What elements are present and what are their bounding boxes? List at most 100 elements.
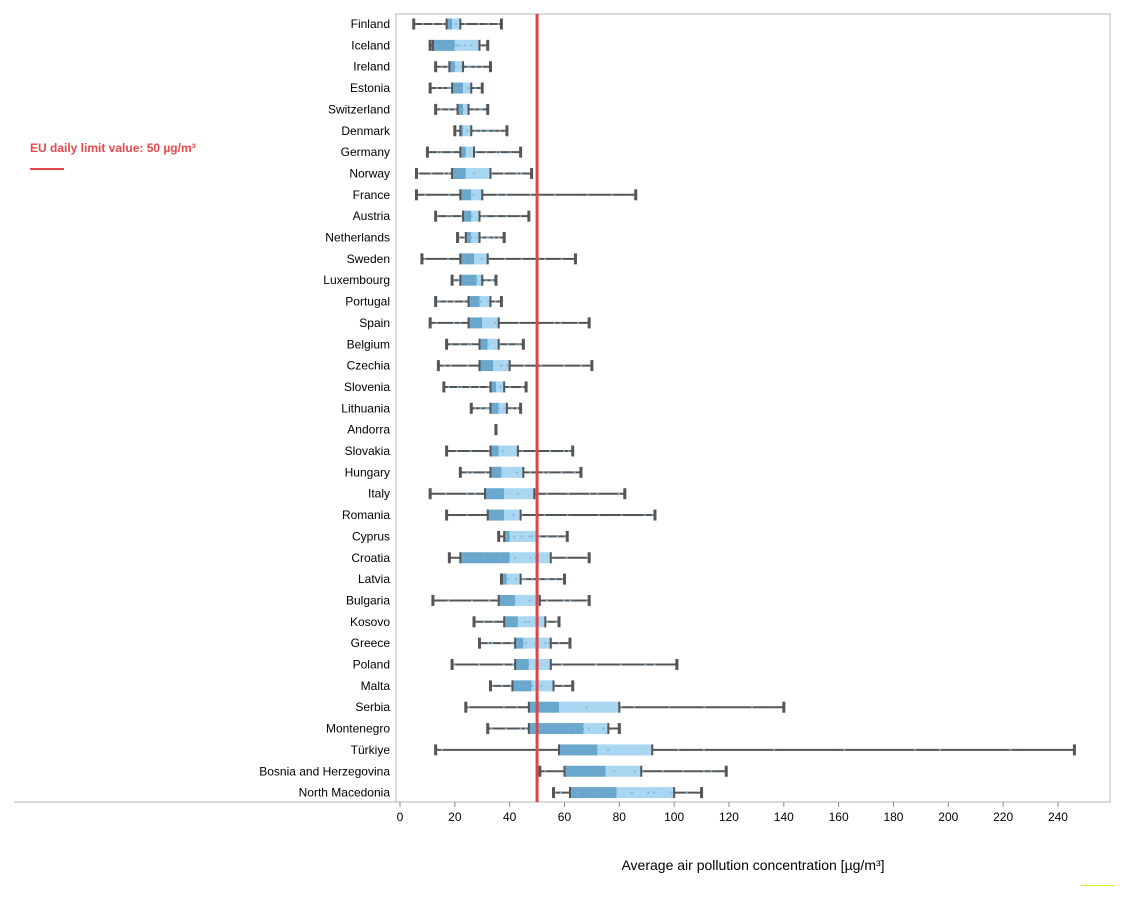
data-point — [543, 257, 546, 260]
data-point — [450, 215, 453, 218]
data-point — [553, 727, 556, 730]
data-point — [644, 663, 647, 666]
box-portugal — [434, 296, 503, 308]
min-cap — [412, 18, 416, 30]
data-point — [464, 22, 467, 26]
data-point — [487, 22, 490, 26]
max-cap — [494, 424, 498, 436]
data-point — [462, 556, 465, 559]
q1-marker — [527, 701, 530, 713]
box-serbia — [464, 701, 786, 713]
box-upper-half — [506, 573, 521, 585]
min-cap — [414, 189, 418, 201]
data-point — [506, 364, 509, 367]
data-point — [506, 343, 510, 346]
data-point — [479, 300, 483, 303]
data-point — [493, 129, 496, 132]
data-point — [440, 748, 444, 752]
data-point — [563, 364, 566, 367]
min-cap — [425, 146, 429, 158]
box-sweden — [420, 253, 577, 265]
min-cap — [488, 680, 492, 692]
data-point — [515, 706, 518, 709]
q3-marker — [538, 594, 541, 606]
data-point — [485, 279, 488, 282]
data-point — [466, 129, 469, 132]
data-point — [563, 599, 566, 602]
data-point — [499, 129, 502, 132]
data-point — [479, 129, 482, 132]
data-point — [559, 791, 563, 794]
box-norway — [414, 167, 534, 179]
data-point — [470, 44, 473, 47]
country-label: Italy — [368, 487, 390, 501]
max-cap — [502, 232, 506, 243]
country-label: Luxembourg — [323, 273, 390, 287]
country-label: Greece — [351, 636, 391, 650]
max-cap — [571, 445, 575, 457]
data-point — [588, 492, 591, 495]
country-label: Belgium — [347, 337, 390, 351]
q3-marker — [481, 189, 484, 201]
country-label: Netherlands — [325, 231, 390, 245]
box-lower-half — [501, 573, 507, 585]
data-point — [494, 321, 497, 324]
data-point — [653, 791, 656, 794]
data-point — [491, 684, 495, 687]
data-point — [510, 642, 514, 645]
x-tick-label: 20 — [448, 810, 462, 824]
data-point — [555, 620, 558, 623]
max-cap — [579, 466, 583, 478]
data-point — [449, 44, 452, 47]
box-lower-half — [479, 360, 494, 372]
data-point — [548, 449, 552, 453]
data-point — [460, 86, 464, 90]
data-point — [554, 578, 557, 581]
box-upper-half — [501, 466, 524, 478]
box-north-macedonia — [552, 787, 704, 799]
data-point — [519, 215, 522, 218]
q3-marker — [549, 637, 552, 649]
data-point — [630, 791, 634, 794]
data-point — [448, 108, 451, 111]
max-cap — [521, 338, 525, 350]
data-point — [492, 620, 495, 623]
data-point — [472, 172, 476, 175]
q3-marker — [467, 103, 470, 115]
data-point — [450, 343, 453, 346]
data-point — [546, 535, 549, 538]
data-point — [620, 513, 623, 517]
data-point — [545, 492, 549, 495]
data-point — [633, 706, 636, 709]
q3-marker — [522, 466, 525, 478]
box-lower-half — [504, 616, 518, 628]
data-point — [479, 407, 482, 410]
data-point — [495, 151, 498, 154]
data-point — [483, 556, 486, 559]
reference-line-label: EU daily limit value: 50 µg/m³ — [30, 141, 196, 155]
max-cap — [675, 659, 679, 670]
box-upper-half — [583, 723, 609, 735]
data-point — [505, 535, 509, 538]
q3-marker — [486, 253, 489, 265]
data-point — [456, 385, 459, 389]
data-point — [446, 65, 449, 68]
data-point — [544, 770, 547, 773]
max-cap — [505, 125, 509, 137]
box-lower-half — [468, 317, 483, 329]
data-point — [710, 770, 713, 773]
box-poland — [450, 659, 679, 670]
max-cap — [587, 594, 591, 606]
q3-marker — [473, 146, 476, 158]
data-point — [519, 727, 522, 730]
max-cap — [587, 317, 591, 329]
data-point — [531, 535, 534, 538]
data-point — [460, 151, 464, 154]
data-point — [498, 556, 501, 559]
data-point — [702, 770, 705, 773]
min-cap — [445, 445, 449, 457]
q1-marker — [511, 680, 514, 692]
box-italy — [428, 488, 627, 500]
min-cap — [436, 360, 440, 372]
box-lower-half — [465, 232, 472, 243]
